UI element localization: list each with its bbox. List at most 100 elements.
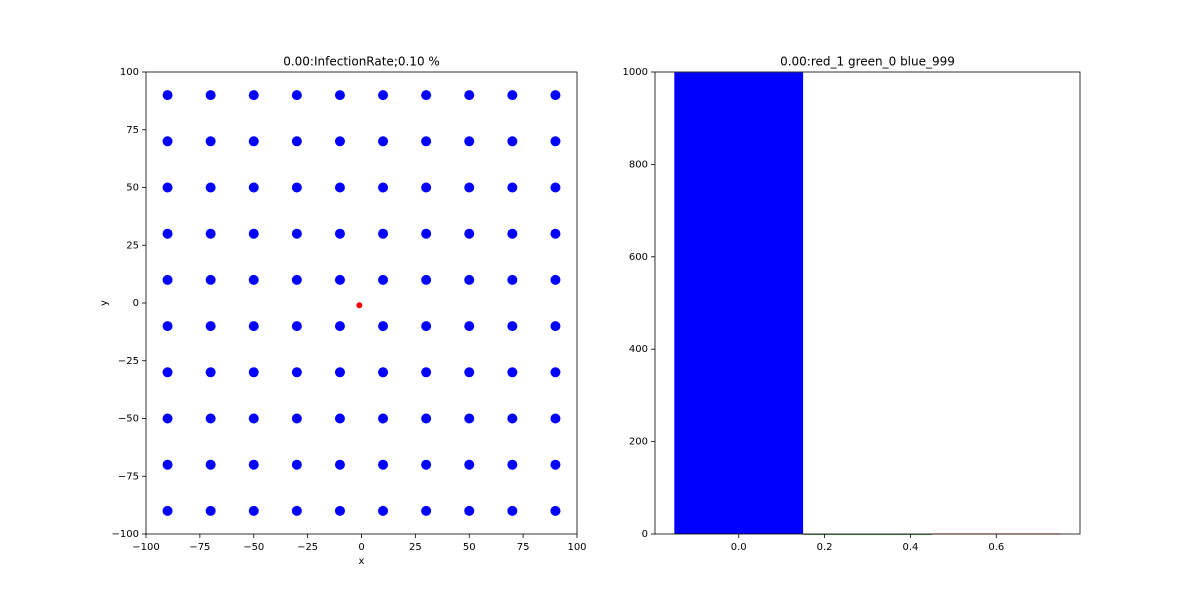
y-axis-label: y [99, 300, 110, 306]
point [550, 182, 561, 193]
point [205, 228, 216, 239]
x-tick-label: 50 [463, 542, 476, 553]
point [378, 136, 389, 147]
bar [803, 534, 932, 535]
point [291, 90, 302, 101]
point [205, 367, 216, 378]
point [291, 459, 302, 470]
point [291, 182, 302, 193]
point [334, 367, 345, 378]
point [464, 228, 475, 239]
axes-frame [654, 71, 1081, 535]
point [550, 367, 561, 378]
y-tick-label: 50 [126, 183, 139, 194]
point [550, 136, 561, 147]
point [421, 367, 432, 378]
point [291, 274, 302, 285]
y-tick-label: 75 [126, 125, 139, 136]
point [334, 90, 345, 101]
point [248, 136, 259, 147]
y-tick-label: 400 [629, 344, 648, 355]
point [507, 459, 518, 470]
point [334, 228, 345, 239]
point [421, 321, 432, 332]
point [378, 228, 389, 239]
point [507, 228, 518, 239]
point [421, 136, 432, 147]
point [378, 321, 389, 332]
point [162, 274, 173, 285]
bar [674, 72, 804, 534]
point [291, 321, 302, 332]
x-tick-label: 0.2 [817, 542, 833, 553]
point [421, 274, 432, 285]
point [421, 182, 432, 193]
x-tick-label: 0.0 [731, 542, 747, 553]
y-tick-label: 800 [629, 159, 648, 170]
point [550, 228, 561, 239]
point [378, 90, 389, 101]
point [464, 321, 475, 332]
point [464, 505, 475, 516]
y-tick-label: 0 [642, 529, 648, 540]
point [507, 136, 518, 147]
point [356, 302, 363, 309]
point [421, 228, 432, 239]
point [334, 321, 345, 332]
point [378, 367, 389, 378]
point [334, 459, 345, 470]
point [205, 136, 216, 147]
point [464, 367, 475, 378]
point [205, 90, 216, 101]
point [378, 182, 389, 193]
x-tick-label: 25 [409, 542, 422, 553]
axes-title: 0.00:InfectionRate;0.10 % [283, 55, 440, 69]
point [162, 413, 173, 424]
x-tick-label: 0 [358, 542, 364, 553]
point [162, 136, 173, 147]
point [205, 321, 216, 332]
point [507, 413, 518, 424]
point [334, 413, 345, 424]
point [421, 459, 432, 470]
point [205, 274, 216, 285]
point [550, 321, 561, 332]
x-tick-label: 0.4 [902, 542, 918, 553]
point [507, 505, 518, 516]
point [550, 459, 561, 470]
point [378, 413, 389, 424]
point [291, 505, 302, 516]
axes-title: 0.00:red_1 green_0 blue_999 [780, 55, 955, 69]
point [162, 90, 173, 101]
point [334, 505, 345, 516]
point [464, 274, 475, 285]
point [421, 90, 432, 101]
point [291, 367, 302, 378]
point [334, 136, 345, 147]
y-tick-label: 1000 [623, 67, 648, 78]
point [248, 367, 259, 378]
y-tick-label: 600 [629, 252, 648, 263]
point [205, 413, 216, 424]
point [550, 505, 561, 516]
point [334, 274, 345, 285]
point [550, 90, 561, 101]
point [507, 367, 518, 378]
y-tick-label: −50 [118, 414, 139, 425]
point [421, 413, 432, 424]
point [205, 459, 216, 470]
point [248, 413, 259, 424]
x-tick-label: 100 [567, 542, 586, 553]
y-tick-label: 0 [133, 298, 139, 309]
point [291, 413, 302, 424]
x-tick-label: 0.6 [988, 542, 1004, 553]
y-tick-label: 100 [120, 67, 139, 78]
point [550, 274, 561, 285]
point [464, 182, 475, 193]
point [162, 321, 173, 332]
y-tick-label: −25 [118, 356, 139, 367]
point [248, 321, 259, 332]
point [248, 228, 259, 239]
point [248, 505, 259, 516]
